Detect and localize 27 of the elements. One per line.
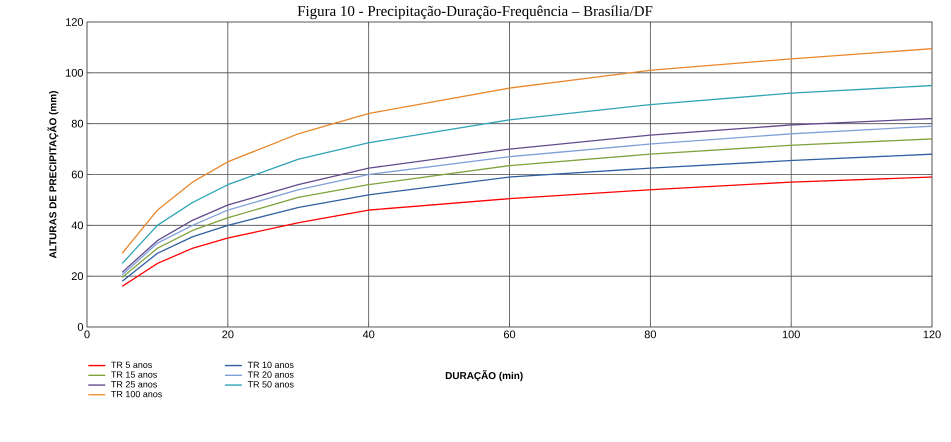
legend-label: TR 5 anos [111,362,152,368]
y-tick-label: 0 [78,323,84,331]
x-tick-label: 120 [924,330,941,338]
y-tick-label: 100 [66,68,84,77]
legend-label: TR 10 anos [248,362,294,368]
legend-label: TR 100 anos [111,390,162,398]
y-tick-label: 40 [72,221,84,230]
line-series [122,48,932,254]
x-tick-label: 40 [362,330,374,338]
line-series [122,176,932,287]
x-tick-label: 100 [782,330,800,338]
x-axis-title: DURAÇÃO (min) [446,370,523,382]
y-tick-label: 20 [72,272,84,280]
x-tick-label: 20 [222,330,234,338]
legend-label: TR 25 anos [111,381,157,388]
legend-label: TR 20 anos [248,371,294,378]
x-tick-label: 60 [504,330,516,338]
y-axis-title: ALTURAS DE PRECIPITAÇÃO (mm) [47,91,58,258]
chart-title: Figura 10 - Precipitação-Duração-Frequência – Brasília/DF [298,6,652,20]
legend-label: TR 15 anos [111,371,157,378]
line-series [122,84,932,264]
y-tick-label: 80 [72,120,84,128]
x-tick-label: 80 [644,330,656,338]
y-tick-label: 120 [66,18,84,26]
x-tick-label: 0 [84,330,90,338]
legend-label: TR 50 anos [248,381,294,388]
y-tick-label: 60 [72,170,84,178]
